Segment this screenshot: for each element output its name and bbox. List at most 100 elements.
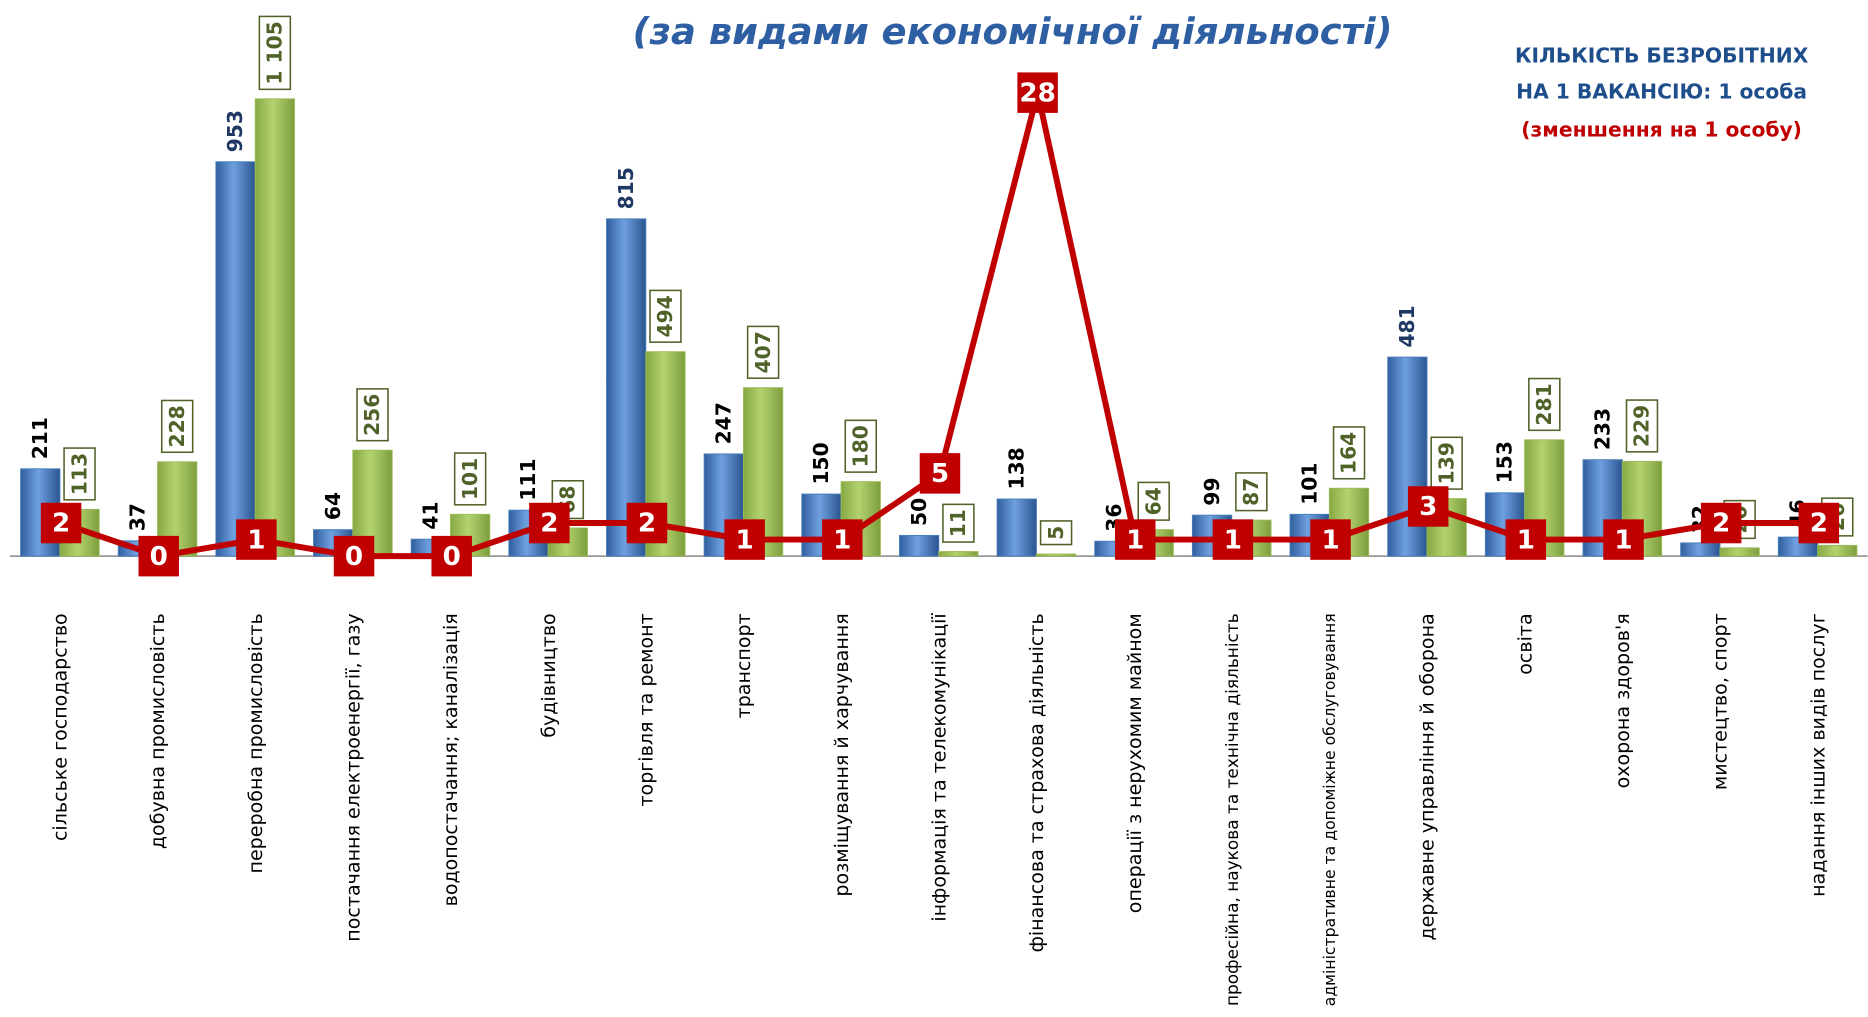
data-label: 228 <box>165 405 189 447</box>
x-tick-label: операції з нерухомим майном <box>1124 613 1146 913</box>
data-label: 281 <box>1532 383 1556 425</box>
data-label: 28 <box>1019 78 1055 108</box>
data-label: 99 <box>1200 477 1224 505</box>
label-box <box>746 325 780 379</box>
line-marker <box>1212 519 1254 560</box>
x-tick-label: охорона здоров'я <box>1612 613 1634 788</box>
line-marker <box>138 535 179 577</box>
annotation: КІЛЬКІСТЬ БЕЗРОБІТНИХ <box>1515 44 1809 68</box>
data-label: 64 <box>1141 487 1165 515</box>
data-label: 407 <box>751 331 775 373</box>
data-label: 1 <box>1224 525 1242 555</box>
bar <box>254 98 295 557</box>
x-tick-label: мистецтво, спорт <box>1710 613 1732 790</box>
data-label: 1 <box>247 525 265 555</box>
data-label: 164 <box>1337 432 1361 474</box>
data-label: 256 <box>360 394 384 436</box>
data-label: 1 <box>1321 525 1339 555</box>
data-label: 1 105 <box>263 21 287 84</box>
x-tick-label: фінансова та страхова діяльність <box>1026 613 1048 952</box>
data-label: 37 <box>126 503 150 531</box>
x-tick-label: будівництво <box>538 613 560 737</box>
annotation: НА 1 ВАКАНСІЮ: 1 особа <box>1516 79 1807 103</box>
data-label: 233 <box>1590 408 1614 450</box>
line-marker <box>431 535 472 577</box>
label-box <box>1332 426 1366 480</box>
data-label-box: 139 <box>1430 436 1463 490</box>
data-label-box: 64 <box>1137 481 1170 521</box>
data-label: 2 <box>52 509 70 539</box>
x-tick-label: надання інших видів послуг <box>1807 613 1829 897</box>
data-label: 2 <box>638 509 656 539</box>
x-tick-label: професійна, наукова та технічна діяльніс… <box>1222 613 1242 1006</box>
data-label-box: 256 <box>356 388 389 442</box>
bar <box>215 161 256 557</box>
data-label: 139 <box>1434 442 1458 484</box>
x-tick-label: постачання електроенергії, газу <box>343 613 365 941</box>
line-marker <box>1505 519 1547 560</box>
x-tick-label: державне управління й оборона <box>1417 613 1439 940</box>
line-marker <box>236 519 277 560</box>
data-label: 5 <box>1044 526 1068 540</box>
data-label-box: 228 <box>160 399 194 454</box>
label-box <box>1625 399 1659 453</box>
data-label: 494 <box>653 295 677 337</box>
data-label: 815 <box>614 167 638 209</box>
data-label: 3 <box>1419 492 1437 522</box>
data-label-box: 101 <box>453 452 487 506</box>
data-label-box: 11 <box>942 503 975 543</box>
line-marker <box>822 519 863 560</box>
x-tick-label: переробна промисловість <box>245 613 267 873</box>
data-label-box: 494 <box>649 289 682 343</box>
line-marker <box>724 519 765 560</box>
data-label-box: 180 <box>844 419 878 473</box>
line-marker <box>40 502 82 544</box>
x-tick-label: транспорт <box>733 613 755 718</box>
bar <box>1035 553 1077 557</box>
data-label: 153 <box>1493 441 1517 483</box>
annotation: (зменшення на 1 особу) <box>1521 117 1802 141</box>
data-label: 1 <box>1126 525 1144 555</box>
x-tick-label: торгівля та ремонт <box>636 613 658 806</box>
data-label-box: 113 <box>63 447 96 501</box>
line-marker <box>1310 519 1351 560</box>
bar <box>938 551 979 557</box>
data-label: 2 <box>1810 509 1828 539</box>
data-label: 50 <box>907 498 931 526</box>
data-label: 481 <box>1395 305 1419 347</box>
label-box <box>258 15 292 91</box>
data-label-box: 5 <box>1039 520 1073 546</box>
bar <box>606 218 647 557</box>
label-box <box>942 503 975 543</box>
data-label: 101 <box>1297 463 1321 505</box>
x-tick-label: освіта <box>1514 613 1536 674</box>
line-marker <box>1115 519 1156 560</box>
line-marker <box>529 502 570 544</box>
data-label: 1 <box>1614 525 1632 555</box>
label-box <box>1039 520 1073 546</box>
data-label: 211 <box>28 417 52 459</box>
bar <box>1817 544 1858 557</box>
label-box <box>844 419 878 473</box>
label-box <box>160 399 194 454</box>
x-tick-label: добувна промисловість <box>147 613 169 849</box>
label-box <box>1528 377 1561 432</box>
data-label: 229 <box>1630 405 1654 447</box>
x-tick-label: інформація та телекомунікації <box>928 613 950 922</box>
line-marker <box>1017 72 1058 113</box>
data-label-box: 407 <box>746 325 780 379</box>
label-box <box>63 447 96 501</box>
data-label-box: 87 <box>1235 472 1268 512</box>
line-marker <box>1603 519 1644 560</box>
data-label: 150 <box>809 442 833 484</box>
chart-title: (за видами економічної діяльності) <box>633 10 1393 53</box>
bar <box>898 534 940 557</box>
data-label: 11 <box>946 509 970 537</box>
data-label: 180 <box>848 425 872 467</box>
data-label-box: 1 105 <box>258 15 292 91</box>
data-label: 41 <box>419 501 443 529</box>
data-label: 1 <box>833 525 851 555</box>
data-label: 953 <box>223 110 247 152</box>
